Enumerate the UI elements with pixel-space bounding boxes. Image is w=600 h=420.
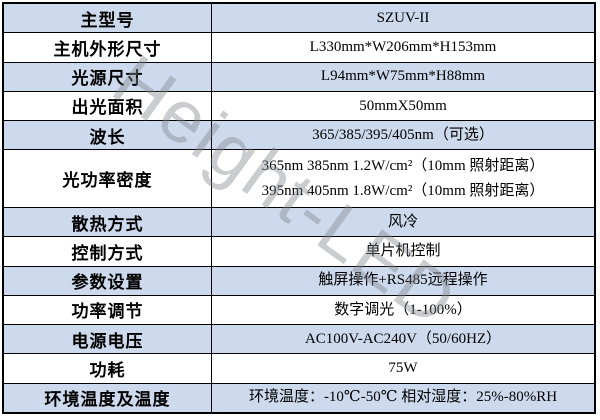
table-row: 主机外形尺寸 L330mm*W206mm*H153mm	[4, 33, 594, 63]
spec-row-value: AC100V-AC240V（50/60HZ）	[212, 325, 594, 353]
table-row: 功耗 75W	[4, 354, 594, 384]
table-row: 电源电压 AC100V-AC240V（50/60HZ）	[4, 325, 594, 355]
spec-row-value: 365nm 385nm 1.2W/cm²（10mm 照射距离） 395nm 405…	[212, 150, 594, 207]
spec-row-value: 环境温度：-10℃-50℃ 相对湿度：25%-80%RH	[212, 384, 594, 412]
spec-row-label: 功耗	[4, 354, 212, 383]
spec-row-label: 光源尺寸	[4, 62, 212, 91]
spec-row-label: 主型号	[4, 4, 212, 33]
spec-value-line: 环境温度：-10℃-50℃ 相对湿度：25%-80%RH	[248, 389, 558, 406]
table-row: 波长 365/385/395/405nm（可选）	[4, 121, 594, 151]
table-row: 散热方式 风冷	[4, 207, 594, 238]
spec-table: 主型号 SZUV-II 主机外形尺寸 L330mm*W206mm*H153mm …	[2, 2, 596, 414]
table-row: 光源尺寸 L94mm*W75mm*H88mm	[4, 62, 594, 92]
spec-value-line: 风冷	[387, 213, 418, 230]
spec-row-label: 环境温度及温度	[4, 383, 212, 412]
table-row: 参数设置 触屏操作+RS485远程操作	[4, 266, 594, 296]
spec-value-line: 75W	[388, 360, 418, 377]
table-row: 功率调节 数字调光（1-100%）	[4, 295, 594, 326]
spec-value-line: L330mm*W206mm*H153mm	[309, 39, 497, 56]
spec-row-label: 电源电压	[4, 325, 212, 354]
table-row: 主型号 SZUV-II	[4, 4, 594, 34]
spec-row-label: 参数设置	[4, 266, 212, 295]
spec-value-line: 365/385/395/405nm（可选）	[312, 126, 494, 143]
spec-value-line: 触屏操作+RS485远程操作	[318, 272, 488, 289]
spec-row-label: 主机外形尺寸	[4, 33, 212, 62]
spec-value-line: L94mm*W75mm*H88mm	[320, 68, 486, 85]
spec-row-label: 光功率密度	[4, 150, 212, 207]
spec-value-line: 数字调光（1-100%）	[334, 301, 472, 318]
table-row: 光功率密度 365nm 385nm 1.2W/cm²（10mm 照射距离） 395…	[4, 150, 594, 208]
spec-row-value: 75W	[212, 354, 594, 382]
spec-row-value: 触屏操作+RS485远程操作	[212, 267, 594, 295]
spec-row-value: 数字调光（1-100%）	[212, 296, 594, 324]
spec-table-body: 主型号 SZUV-II 主机外形尺寸 L330mm*W206mm*H153mm …	[4, 4, 594, 412]
spec-value-line: 单片机控制	[365, 243, 441, 260]
spec-row-value: 365/385/395/405nm（可选）	[212, 121, 594, 149]
table-row: 出光面积 50mmX50mm	[4, 91, 594, 122]
spec-value-line: AC100V-AC240V（50/60HZ）	[304, 330, 502, 347]
table-row: 环境温度及温度 环境温度：-10℃-50℃ 相对湿度：25%-80%RH	[4, 383, 594, 412]
spec-value-line: SZUV-II	[376, 9, 430, 26]
spec-value-line: 365nm 385nm 1.2W/cm²（10mm 照射距离）	[261, 157, 545, 174]
spec-row-label: 出光面积	[4, 91, 212, 121]
spec-row-label: 波长	[4, 121, 212, 150]
spec-row-value: L94mm*W75mm*H88mm	[212, 63, 594, 91]
spec-row-value: L330mm*W206mm*H153mm	[212, 33, 594, 61]
spec-row-label: 功率调节	[4, 295, 212, 325]
spec-value-line: 50mmX50mm	[359, 97, 447, 114]
spec-row-value: 风冷	[212, 208, 594, 236]
table-row: 控制方式 单片机控制	[4, 237, 594, 267]
spec-row-label: 散热方式	[4, 207, 212, 237]
spec-value-line: 395nm 405nm 1.8W/cm²（10mm 照射距离）	[261, 182, 545, 199]
spec-row-value: SZUV-II	[212, 4, 594, 32]
spec-row-label: 控制方式	[4, 237, 212, 266]
spec-row-value: 50mmX50mm	[212, 92, 594, 120]
spec-row-value: 单片机控制	[212, 237, 594, 265]
